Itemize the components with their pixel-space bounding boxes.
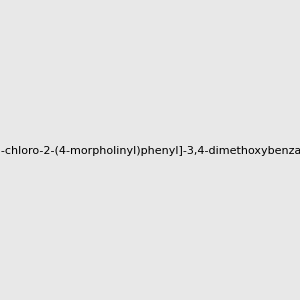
Text: N-[3-chloro-2-(4-morpholinyl)phenyl]-3,4-dimethoxybenzamide: N-[3-chloro-2-(4-morpholinyl)phenyl]-3,4… [0,146,300,157]
